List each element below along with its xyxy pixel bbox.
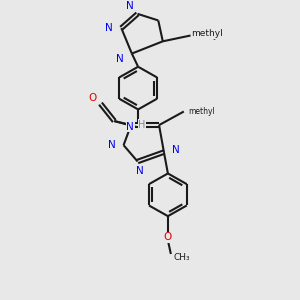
Text: N: N bbox=[116, 54, 124, 64]
Text: N: N bbox=[172, 145, 180, 155]
Text: H: H bbox=[138, 120, 146, 130]
Text: methyl: methyl bbox=[188, 107, 214, 116]
Text: methyl: methyl bbox=[191, 31, 221, 40]
Text: methyl: methyl bbox=[194, 30, 221, 39]
Text: N: N bbox=[108, 140, 116, 150]
Text: O: O bbox=[164, 232, 172, 242]
Text: N: N bbox=[136, 166, 143, 176]
Text: N: N bbox=[105, 23, 112, 33]
Text: methyl: methyl bbox=[191, 29, 223, 38]
Text: CH₃: CH₃ bbox=[174, 254, 190, 262]
Text: N: N bbox=[126, 1, 134, 11]
Text: N: N bbox=[126, 122, 134, 132]
Text: O: O bbox=[88, 93, 97, 103]
